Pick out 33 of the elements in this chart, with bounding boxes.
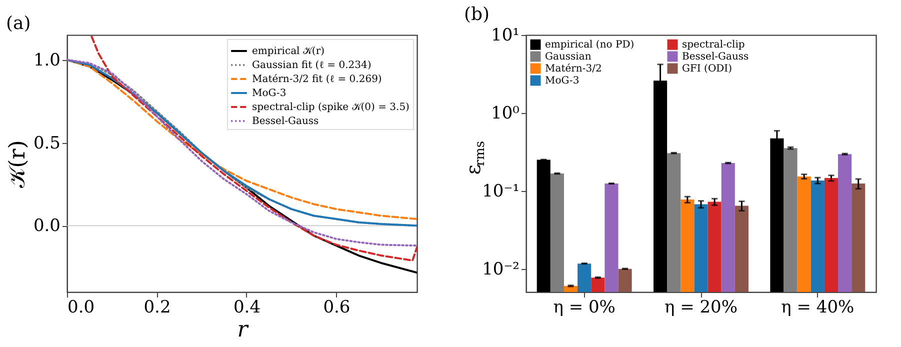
x-tick-label: 0.0 xyxy=(68,298,95,318)
legend-label: Matérn-3/2 xyxy=(545,64,602,74)
legend-label: empirical 𝒦(r) xyxy=(252,46,325,57)
x-tick-label: 0.4 xyxy=(233,298,261,318)
legend-label: Matérn-3/2 fit (ℓ = 0.269) xyxy=(252,74,382,85)
y-tick-label: 0.5 xyxy=(33,133,60,154)
legend-label: spectral-clip xyxy=(682,40,745,51)
x-tick-label: 0.6 xyxy=(323,298,350,318)
legend-label: Gaussian fit (ℓ = 0.234) xyxy=(252,60,372,71)
x-axis-title: r xyxy=(237,318,250,342)
y-tick-label: 10⁻² xyxy=(482,260,520,280)
legend-label: spectral-clip (spike 𝒦(0) = 3.5) xyxy=(252,102,410,113)
legend-label: MoG-3 xyxy=(252,88,286,99)
y-tick-label: 1.0 xyxy=(33,50,60,70)
y-tick-label: 0.0 xyxy=(33,216,60,236)
legend-label: Bessel-Gauss xyxy=(682,52,749,62)
x-tick-label: 0.2 xyxy=(144,298,171,318)
y-axis-title: 𝒦(r) xyxy=(5,140,30,188)
x-tick-label: η = 20% xyxy=(664,298,738,318)
legend-label: Gaussian xyxy=(545,52,592,62)
y-tick-label: 10⁻¹ xyxy=(482,182,520,202)
chart-title: (b) xyxy=(464,4,490,25)
legend-label: MoG-3 xyxy=(545,76,580,86)
legend-label: empirical (no PD) xyxy=(545,40,634,51)
legend-label: GFI (ODI) xyxy=(682,64,732,74)
y-tick-label: 10⁰ xyxy=(491,104,520,124)
y-tick-label: 10¹ xyxy=(491,26,520,46)
line-series xyxy=(90,36,417,262)
x-tick-label: η = 40% xyxy=(781,298,854,318)
y-axis-title: εrms xyxy=(461,140,488,175)
legend-label: Bessel-Gauss xyxy=(252,116,319,127)
x-tick-label: η = 0% xyxy=(553,298,616,318)
chart-title: (a) xyxy=(6,13,31,34)
